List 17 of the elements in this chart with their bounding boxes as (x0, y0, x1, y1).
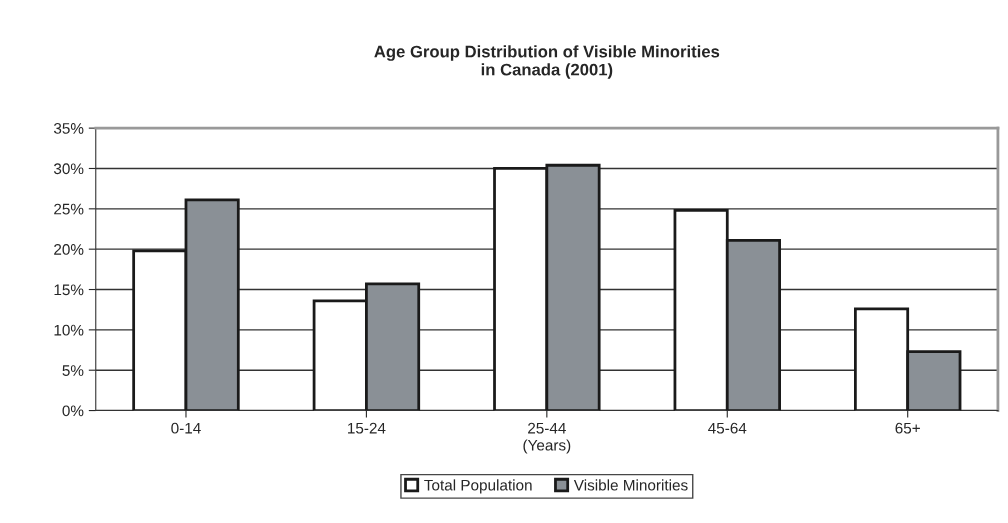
y-tick-label: 5% (62, 365, 84, 376)
x-tick-label: 15-24 (348, 422, 386, 434)
legend-label: Total Population (424, 479, 532, 494)
y-tick-label: 10% (54, 324, 84, 336)
x-tick-label: 65+ (895, 422, 920, 434)
y-tick-label: 20% (54, 244, 84, 255)
x-tick-label: 0-14 (171, 422, 201, 434)
y-tick-label: 0% (62, 405, 84, 417)
y-tick-label: 25% (54, 203, 84, 215)
y-tick-label: 35% (53, 123, 84, 134)
legend-label: Visible Minorities (573, 479, 688, 491)
chart-title: Age Group Distribution of Visible Minorities in Canada (2001) (374, 45, 720, 79)
x-tick-label: 45-64 (708, 422, 747, 434)
x-axis-title: (Years) (523, 439, 571, 454)
x-tick-label: 25-44 (528, 422, 566, 434)
y-tick-label: 30% (53, 163, 84, 175)
y-tick-label: 15% (54, 284, 84, 296)
